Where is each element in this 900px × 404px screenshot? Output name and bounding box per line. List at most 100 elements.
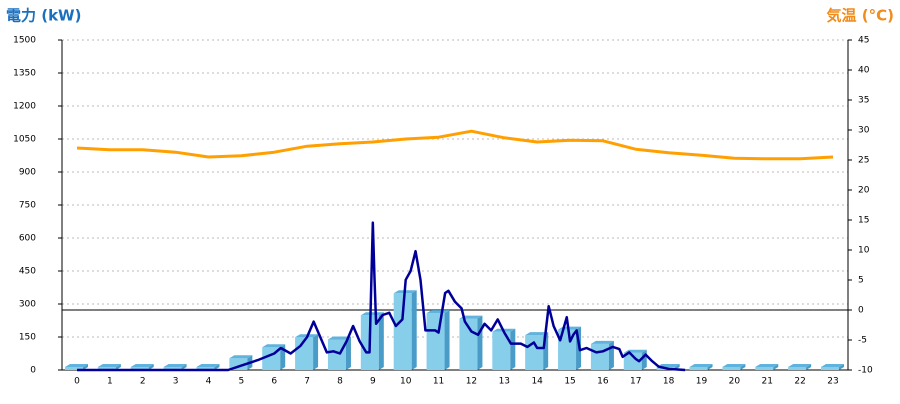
y-tick-label: 900 bbox=[19, 168, 36, 178]
y-tick-label: 1200 bbox=[13, 102, 36, 112]
bar-side bbox=[83, 364, 88, 370]
x-tick-label: 2 bbox=[140, 377, 146, 387]
bar-side bbox=[313, 334, 319, 370]
bar-side bbox=[806, 364, 812, 370]
y2-tick-label: 30 bbox=[858, 126, 870, 136]
bar bbox=[327, 339, 346, 370]
bar-top bbox=[821, 364, 844, 367]
y-tick-label: 450 bbox=[19, 267, 36, 277]
bar bbox=[65, 367, 83, 370]
x-tick-label: 10 bbox=[400, 377, 412, 387]
bar bbox=[722, 367, 741, 370]
y2-tick-label: 5 bbox=[858, 276, 864, 286]
bar-top bbox=[590, 340, 614, 344]
x-tick-label: 11 bbox=[433, 377, 444, 387]
bar-side bbox=[773, 364, 779, 370]
y2-tick-label: 25 bbox=[858, 156, 869, 166]
bar-side bbox=[411, 290, 417, 370]
bar-side bbox=[214, 364, 220, 370]
bar-side bbox=[510, 328, 516, 370]
bar-top bbox=[327, 336, 351, 340]
bar-top bbox=[689, 364, 713, 367]
temperature-line bbox=[76, 129, 834, 161]
bar bbox=[821, 367, 839, 370]
bar bbox=[196, 367, 215, 370]
bar bbox=[229, 358, 248, 370]
x-tick-label: 17 bbox=[630, 377, 641, 387]
x-tick-label: 9 bbox=[370, 377, 376, 387]
bar bbox=[755, 367, 774, 370]
bar bbox=[788, 367, 807, 370]
x-tick-label: 14 bbox=[531, 377, 543, 387]
y2-tick-label: 40 bbox=[858, 66, 870, 76]
bar-side bbox=[641, 349, 647, 370]
bar-top bbox=[196, 364, 220, 367]
bar-top bbox=[130, 364, 154, 367]
x-tick-label: 0 bbox=[74, 377, 80, 387]
x-tick-label: 3 bbox=[173, 377, 179, 387]
bar-side bbox=[608, 340, 614, 370]
bar bbox=[590, 343, 609, 370]
bar-top bbox=[722, 364, 746, 367]
x-tick-label: 20 bbox=[729, 377, 741, 387]
bar-side bbox=[181, 364, 187, 370]
y-tick-label: 0 bbox=[30, 366, 36, 376]
x-tick-label: 19 bbox=[696, 377, 708, 387]
x-tick-label: 23 bbox=[827, 377, 838, 387]
bar bbox=[97, 367, 116, 370]
y-tick-label: 600 bbox=[19, 234, 36, 244]
bar bbox=[163, 367, 182, 370]
bar-side bbox=[148, 364, 154, 370]
bar-side bbox=[444, 310, 450, 370]
x-tick-label: 22 bbox=[794, 377, 805, 387]
y2-tick-label: -5 bbox=[858, 336, 867, 346]
bar-side bbox=[115, 364, 121, 370]
bar-side bbox=[740, 364, 746, 370]
bar-side bbox=[345, 336, 351, 370]
x-tick-label: 7 bbox=[304, 377, 310, 387]
y2-tick-label: 10 bbox=[858, 246, 870, 256]
x-tick-label: 12 bbox=[466, 377, 477, 387]
x-tick-label: 18 bbox=[663, 377, 675, 387]
y-tick-label: 1500 bbox=[13, 36, 36, 46]
bar bbox=[689, 367, 708, 370]
bar-top bbox=[229, 355, 253, 359]
x-tick-label: 5 bbox=[238, 377, 244, 387]
y2-tick-label: 35 bbox=[858, 96, 869, 106]
bar-side bbox=[477, 315, 483, 370]
bar-top bbox=[163, 364, 187, 367]
y2-axis-title: 気温 (°C) bbox=[827, 7, 894, 25]
x-tick-label: 8 bbox=[337, 377, 343, 387]
bar-top bbox=[97, 364, 121, 367]
bar-side bbox=[378, 312, 384, 370]
y-tick-label: 750 bbox=[19, 201, 36, 211]
bar-top bbox=[426, 310, 450, 314]
bar bbox=[623, 352, 642, 370]
bar bbox=[130, 367, 149, 370]
y2-tick-label: 20 bbox=[858, 186, 870, 196]
x-tick-label: 1 bbox=[107, 377, 113, 387]
y-axis-title: 電力 (kW) bbox=[6, 7, 81, 25]
bar-top bbox=[525, 332, 549, 336]
power-line bbox=[77, 221, 686, 372]
y2-tick-label: -10 bbox=[858, 366, 873, 376]
bar-top bbox=[788, 364, 812, 367]
y-tick-label: 300 bbox=[19, 300, 36, 310]
y-tick-label: 1350 bbox=[13, 69, 36, 79]
bar bbox=[492, 331, 511, 370]
x-tick-label: 16 bbox=[597, 377, 609, 387]
y-tick-label: 150 bbox=[19, 333, 36, 343]
bar bbox=[426, 313, 445, 370]
bar-top bbox=[755, 364, 779, 367]
bar bbox=[525, 335, 544, 370]
bar-top bbox=[262, 344, 286, 348]
y2-tick-label: 15 bbox=[858, 216, 869, 226]
bar-top bbox=[360, 312, 384, 316]
x-tick-label: 15 bbox=[564, 377, 575, 387]
x-tick-label: 13 bbox=[499, 377, 510, 387]
y2-tick-label: 0 bbox=[858, 306, 864, 316]
x-tick-label: 6 bbox=[271, 377, 277, 387]
bar bbox=[393, 293, 412, 370]
bar-side bbox=[839, 364, 844, 370]
